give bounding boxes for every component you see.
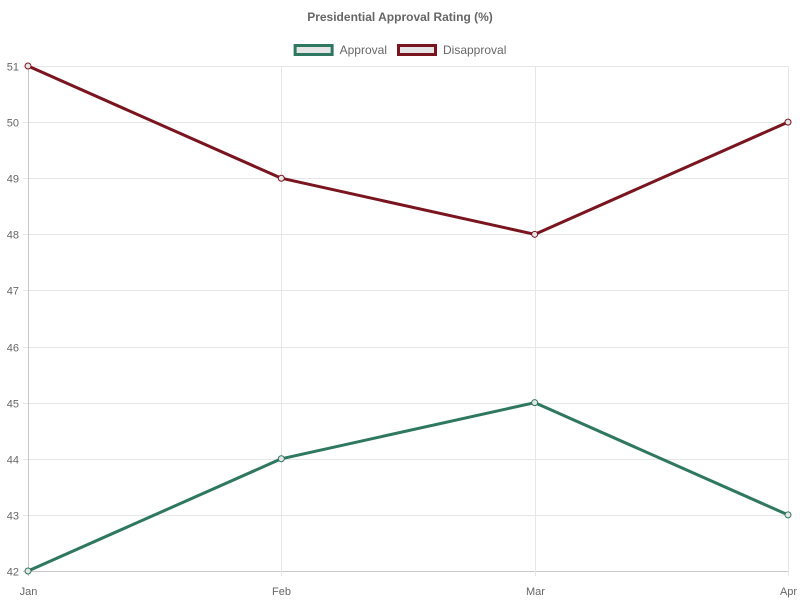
legend-item-disapproval[interactable]: Disapproval bbox=[397, 43, 507, 57]
x-tick-label: Apr bbox=[780, 586, 797, 598]
y-tick-label: 47 bbox=[7, 286, 19, 298]
legend-label: Disapproval bbox=[443, 43, 506, 57]
data-point-approval[interactable] bbox=[24, 567, 32, 575]
legend-swatch bbox=[293, 44, 334, 56]
legend-label: Approval bbox=[340, 43, 387, 57]
x-tick-label: Mar bbox=[526, 586, 545, 598]
y-tick-label: 51 bbox=[7, 62, 19, 74]
axes: 42 43 44 45 46 47 48 49 50 51 Jan Feb Mar Apr bbox=[7, 62, 798, 599]
y-tick-label: 48 bbox=[7, 230, 19, 242]
y-tick-label: 49 bbox=[7, 174, 19, 186]
data-point-approval[interactable] bbox=[784, 511, 792, 519]
y-tick-label: 43 bbox=[7, 511, 19, 523]
y-tick-label: 50 bbox=[7, 118, 19, 130]
series-lines bbox=[24, 62, 792, 575]
y-tick-label: 46 bbox=[7, 343, 19, 355]
data-point-approval[interactable] bbox=[277, 455, 285, 463]
data-point-disapproval[interactable] bbox=[277, 174, 285, 182]
data-point-disapproval[interactable] bbox=[784, 118, 792, 126]
x-tick-label: Feb bbox=[272, 586, 291, 598]
legend-swatch bbox=[397, 44, 437, 56]
legend-item-approval[interactable]: Approval bbox=[293, 43, 387, 57]
grid bbox=[23, 66, 789, 576]
y-tick-label: 42 bbox=[7, 567, 19, 579]
data-point-approval[interactable] bbox=[531, 399, 539, 407]
chart-title: Presidential Approval Rating (%) bbox=[307, 10, 493, 24]
series-line-approval bbox=[27, 401, 789, 573]
series-line-disapproval bbox=[27, 64, 789, 236]
x-tick-label: Jan bbox=[20, 586, 38, 598]
legend[interactable]: Approval Disapproval bbox=[293, 43, 507, 57]
y-tick-label: 45 bbox=[7, 399, 19, 411]
data-point-disapproval[interactable] bbox=[24, 62, 32, 70]
y-tick-label: 44 bbox=[7, 455, 19, 467]
data-point-disapproval[interactable] bbox=[531, 230, 539, 238]
